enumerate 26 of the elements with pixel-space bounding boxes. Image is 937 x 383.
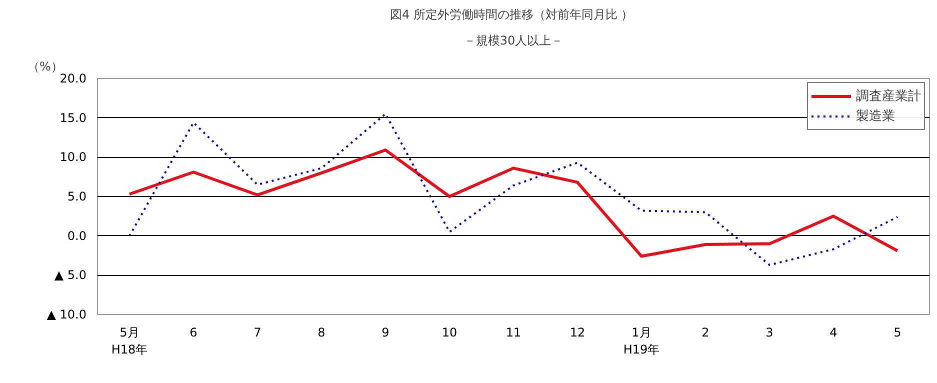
x-tick-label: 1月 H19年 (623, 326, 660, 356)
y-tick-label: ▲ 5.0 (54, 268, 87, 282)
x-tick-label: 5 (894, 326, 902, 340)
x-tick-label: 7 (254, 326, 262, 340)
x-tick-label: 4 (830, 326, 838, 340)
y-tick-label: 20.0 (60, 72, 86, 86)
x-tick-label: 3 (766, 326, 774, 340)
y-tick-label: ▲ 10.0 (46, 308, 87, 322)
x-tick-label: 6 (190, 326, 198, 340)
y-tick-label: 15.0 (60, 110, 86, 125)
y-tick-label: 10.0 (60, 150, 86, 164)
chart-title: 図4 所定外労働時間の推移（対前年同月比 ） (390, 8, 634, 22)
legend-label: 製造業 (856, 108, 895, 125)
x-tick-label: 8 (318, 326, 326, 340)
y-axis-title: （%） (28, 60, 63, 74)
x-tick-label: 9 (382, 326, 390, 340)
legend-label: 調査産業計 (856, 88, 921, 105)
y-tick-label: 5.0 (67, 190, 87, 204)
x-tick-label: 11 (506, 326, 522, 340)
x-tick-label: 10 (442, 326, 458, 340)
y-tick-label: 0.0 (67, 228, 87, 243)
x-tick-label: 2 (702, 326, 710, 340)
chart-subtitle: －規模30人以上－ (464, 34, 564, 48)
line-series (128, 148, 899, 258)
x-tick-label: 5月 H18年 (111, 326, 148, 356)
x-tick-label: 12 (570, 326, 586, 340)
